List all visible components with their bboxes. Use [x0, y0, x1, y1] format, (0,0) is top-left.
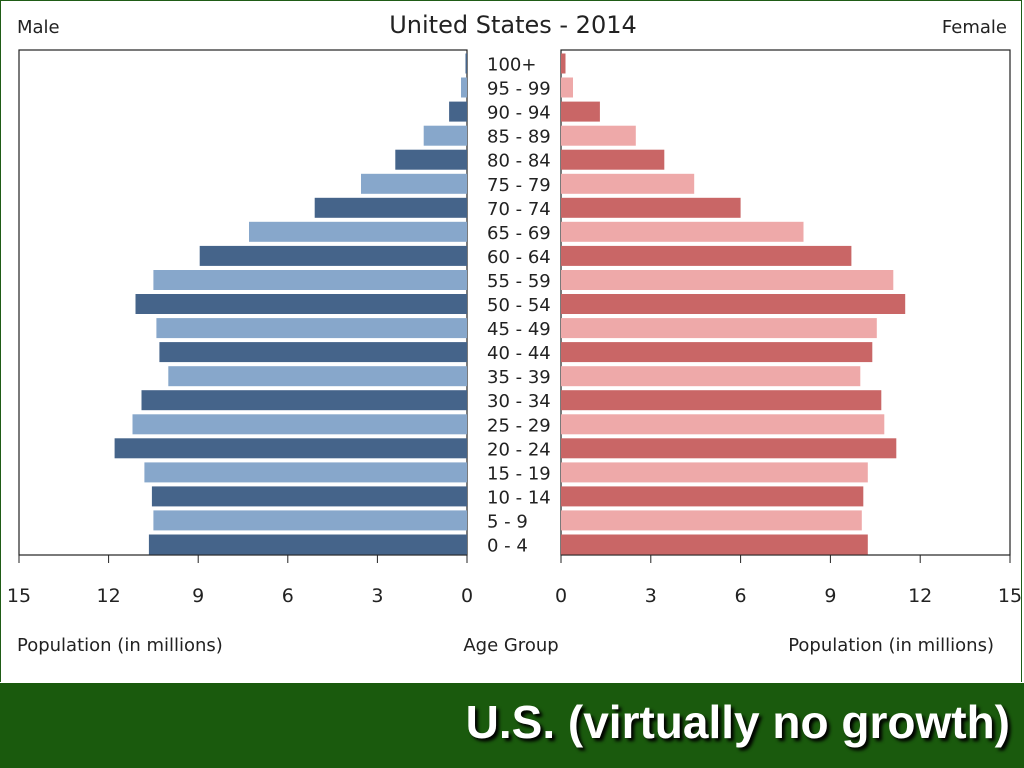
female-bar: [561, 197, 741, 218]
female-bar: [561, 53, 566, 74]
male-tick-label: 3: [371, 585, 383, 607]
female-bar: [561, 438, 897, 459]
female-bar: [561, 510, 862, 531]
female-bar: [561, 173, 695, 194]
male-bar: [114, 438, 467, 459]
male-bar: [148, 534, 467, 555]
age-group-label: 30 - 34: [487, 391, 551, 412]
bars-layer: [114, 53, 906, 555]
male-tick-label: 9: [192, 585, 204, 607]
male-bar: [449, 101, 467, 122]
male-tick-label: 6: [282, 585, 294, 607]
age-group-label: 5 - 9: [487, 512, 528, 533]
female-bar: [561, 462, 868, 483]
male-bar: [423, 125, 467, 146]
age-group-label: 75 - 79: [487, 175, 551, 196]
age-group-label: 40 - 44: [487, 343, 551, 364]
female-bar: [561, 342, 873, 363]
male-bar: [156, 318, 467, 339]
female-tick-label: 9: [824, 585, 836, 607]
male-bar: [159, 342, 467, 363]
female-bar: [561, 77, 573, 98]
male-bar: [361, 173, 467, 194]
female-bar: [561, 366, 861, 387]
female-tick-label: 0: [555, 585, 567, 607]
age-group-label: 95 - 99: [487, 79, 551, 100]
male-tick-label: 12: [97, 585, 121, 607]
male-bar: [314, 197, 467, 218]
female-bar: [561, 318, 877, 339]
age-labels-layer: 100+ 95 - 99 90 - 94 85 - 89 80 - 84 75 - 79 7…: [487, 55, 551, 557]
female-bar: [561, 101, 600, 122]
chart-frame: United States - 2014 Male Female Populat…: [0, 0, 1022, 682]
slide-caption: U.S. (virtually no growth): [465, 696, 1010, 748]
female-bar: [561, 125, 636, 146]
male-bar: [153, 270, 467, 290]
age-group-label: 60 - 64: [487, 247, 551, 268]
female-bar: [561, 294, 906, 314]
age-group-label: 70 - 74: [487, 199, 551, 220]
age-group-label: 85 - 89: [487, 127, 551, 148]
female-bar: [561, 270, 894, 290]
female-bar: [561, 390, 882, 411]
female-bar: [561, 486, 864, 507]
age-group-label: 50 - 54: [487, 295, 551, 316]
female-tick-label: 6: [735, 585, 747, 607]
age-group-label: 90 - 94: [487, 103, 551, 124]
male-bar: [461, 77, 467, 98]
male-tick-label: 0: [461, 585, 473, 607]
male-bar: [135, 294, 467, 314]
male-tick-label: 15: [7, 585, 31, 607]
male-bar: [199, 245, 467, 266]
age-group-label: 55 - 59: [487, 271, 551, 292]
age-group-axis-label: Age Group: [463, 635, 558, 656]
male-bar: [465, 53, 467, 74]
female-tick-label: 15: [998, 585, 1022, 607]
male-bar: [168, 366, 468, 387]
female-bar: [561, 534, 868, 555]
male-axis-label: Population (in millions): [17, 635, 223, 656]
caption-bar: U.S. (virtually no growth): [0, 683, 1024, 768]
age-group-label: 45 - 49: [487, 319, 551, 340]
male-bar: [153, 510, 467, 531]
chart-title: United States - 2014: [389, 11, 637, 39]
age-group-label: 25 - 29: [487, 415, 551, 436]
male-bar: [395, 149, 467, 170]
axis-ticks-layer: 0 0 3 3 6 6 9 9 12 12 15 15: [7, 555, 1022, 607]
population-pyramid-chart: United States - 2014 Male Female Populat…: [7, 11, 1022, 656]
female-bar: [561, 221, 804, 242]
female-bar: [561, 245, 852, 266]
male-bar: [141, 390, 467, 411]
female-axis-label: Population (in millions): [788, 635, 994, 656]
female-label: Female: [942, 17, 1007, 38]
male-label: Male: [17, 17, 60, 38]
age-group-label: 80 - 84: [487, 151, 551, 172]
age-group-label: 35 - 39: [487, 367, 551, 388]
age-group-label: 100+: [487, 55, 536, 76]
female-bar: [561, 149, 665, 170]
age-group-label: 20 - 24: [487, 439, 551, 460]
age-group-label: 0 - 4: [487, 536, 528, 557]
male-bar: [151, 486, 467, 507]
male-bar: [144, 462, 467, 483]
male-bar: [132, 414, 467, 435]
female-tick-label: 12: [908, 585, 932, 607]
male-bar: [249, 221, 467, 242]
age-group-label: 15 - 19: [487, 463, 551, 484]
female-tick-label: 3: [645, 585, 657, 607]
female-bar: [561, 414, 885, 435]
age-group-label: 10 - 14: [487, 487, 551, 508]
age-group-label: 65 - 69: [487, 223, 551, 244]
